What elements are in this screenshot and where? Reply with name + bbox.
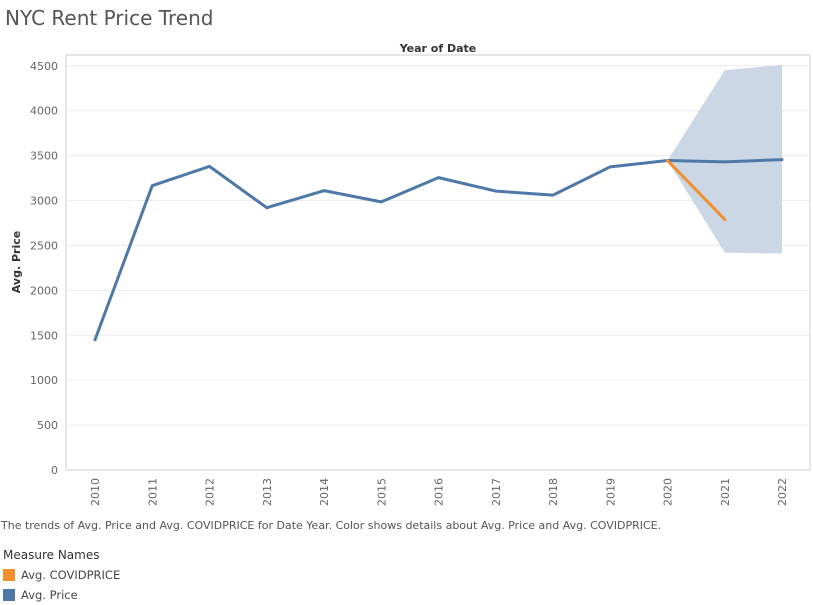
line-chart[interactable]: 0 500 1000 1500 2000 2500 3000 3500 4000 4500 201…: [0, 0, 813, 515]
legend: Measure Names Avg. COVIDPRICE Avg. Price: [3, 548, 120, 605]
x-tick-labels: 2010 2011 2012 2013 2014 2015 2016 2017 2018 2019…: [89, 478, 789, 506]
x-tick-label-2011: 2011: [146, 478, 159, 506]
series-lines: [93, 158, 784, 342]
y-tick-label-4500: 4500: [30, 60, 58, 73]
y-tick-label-3500: 3500: [30, 150, 58, 163]
series-line-avg-price: [93, 158, 784, 342]
x-tick-label-2012: 2012: [204, 478, 217, 506]
x-tick-label-2014: 2014: [318, 478, 331, 506]
legend-swatch-price: [3, 589, 15, 601]
y-tick-label-4000: 4000: [30, 105, 58, 118]
y-tick-label-500: 500: [37, 419, 58, 432]
x-tick-label-2021: 2021: [719, 478, 732, 506]
chart-caption: The trends of Avg. Price and Avg. COVIDP…: [1, 519, 662, 532]
plot-frame: [65, 54, 811, 471]
y-tick-label-2500: 2500: [30, 239, 58, 252]
series-line-avg-covidprice: [666, 159, 727, 221]
y-tick-label-0: 0: [51, 464, 58, 477]
chart-title: NYC Rent Price Trend: [5, 6, 214, 30]
x-tick-label-2018: 2018: [547, 478, 560, 506]
legend-swatch-covidprice: [3, 569, 15, 581]
legend-item-covidprice[interactable]: Avg. COVIDPRICE: [3, 565, 120, 585]
y-axis-title: Avg. Price: [10, 231, 23, 293]
x-tick-label-2017: 2017: [490, 478, 503, 506]
y-tick-label-1500: 1500: [30, 329, 58, 342]
x-tick-label-2013: 2013: [261, 478, 274, 506]
y-tick-label-1000: 1000: [30, 374, 58, 387]
forecast-band-layer: [667, 64, 782, 254]
x-axis-title: Year of Date: [399, 42, 477, 55]
y-tick-label-3000: 3000: [30, 195, 58, 208]
legend-label-covidprice: Avg. COVIDPRICE: [21, 568, 121, 582]
y-tick-label-2000: 2000: [30, 284, 58, 297]
x-tick-label-2020: 2020: [662, 478, 675, 506]
legend-label-price: Avg. Price: [21, 588, 78, 602]
x-tick-label-2016: 2016: [433, 478, 446, 506]
x-tick-label-2019: 2019: [604, 478, 617, 506]
y-tick-labels: 0 500 1000 1500 2000 2500 3000 3500 4000 4500: [30, 60, 58, 477]
forecast-band: [667, 64, 782, 254]
legend-title: Measure Names: [3, 548, 100, 562]
x-tick-label-2015: 2015: [375, 478, 388, 506]
legend-item-price[interactable]: Avg. Price: [3, 585, 120, 605]
x-tick-label-2022: 2022: [776, 478, 789, 506]
x-tick-label-2010: 2010: [89, 478, 102, 506]
